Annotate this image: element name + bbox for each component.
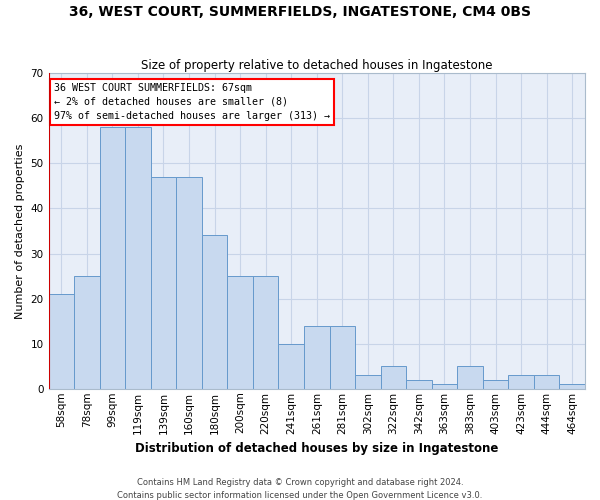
Bar [278,344,304,389]
Bar [406,380,432,389]
Bar [202,236,227,389]
Text: Contains HM Land Registry data © Crown copyright and database right 2024.
Contai: Contains HM Land Registry data © Crown c… [118,478,482,500]
Title: Size of property relative to detached houses in Ingatestone: Size of property relative to detached ho… [141,59,493,72]
Bar [508,375,534,389]
Bar [176,177,202,389]
Bar [125,128,151,389]
Bar [457,366,483,389]
Bar [151,177,176,389]
Bar [74,276,100,389]
Bar [432,384,457,389]
Bar [100,128,125,389]
Bar [227,276,253,389]
Y-axis label: Number of detached properties: Number of detached properties [15,144,25,318]
Bar [355,375,380,389]
Bar [253,276,278,389]
Bar [483,380,508,389]
Bar [304,326,329,389]
X-axis label: Distribution of detached houses by size in Ingatestone: Distribution of detached houses by size … [135,442,499,455]
Bar [534,375,559,389]
Bar [329,326,355,389]
Text: 36, WEST COURT, SUMMERFIELDS, INGATESTONE, CM4 0BS: 36, WEST COURT, SUMMERFIELDS, INGATESTON… [69,5,531,19]
Bar [380,366,406,389]
Text: 36 WEST COURT SUMMERFIELDS: 67sqm
← 2% of detached houses are smaller (8)
97% of: 36 WEST COURT SUMMERFIELDS: 67sqm ← 2% o… [54,82,330,120]
Bar [49,294,74,389]
Bar [559,384,585,389]
